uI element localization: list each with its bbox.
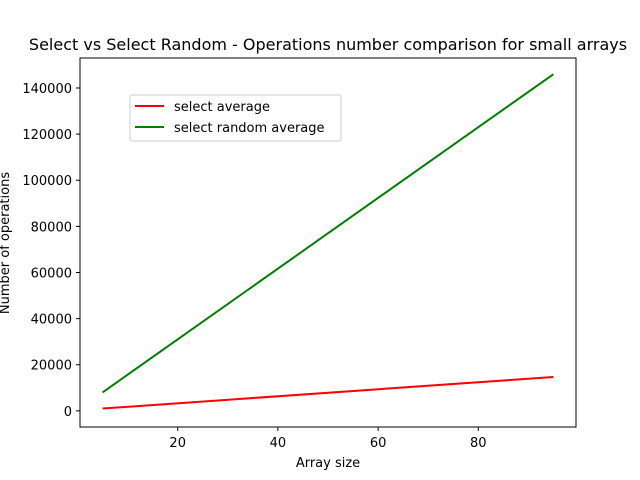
y-tick-label: 0 xyxy=(64,405,72,420)
y-tick-label: 80000 xyxy=(31,220,72,235)
x-tick-label: 40 xyxy=(270,436,287,451)
axes-frame xyxy=(79,57,577,428)
legend-label-2: select random average xyxy=(174,121,325,136)
x-axis-label: Array size xyxy=(296,456,360,471)
chart-title: Select vs Select Random - Operations num… xyxy=(29,35,627,54)
series-line-1 xyxy=(102,375,554,410)
plot-area xyxy=(79,57,577,428)
y-tick-label: 100000 xyxy=(22,174,72,189)
series-line-2 xyxy=(101,73,555,394)
axis-ticks: 20 40 60 80 0 20000 40000 60000 80000 100000 12000… xyxy=(22,82,486,451)
legend-box xyxy=(129,94,342,142)
y-tick-label: 60000 xyxy=(31,266,72,281)
y-axis-label: Number of operations xyxy=(0,172,13,314)
legend: select average select random average xyxy=(129,94,342,142)
legend-label-1: select average xyxy=(174,100,270,115)
x-tick-label: 60 xyxy=(370,436,387,451)
y-tick-label: 40000 xyxy=(31,313,72,328)
x-tick-label: 20 xyxy=(169,436,186,451)
series-lines xyxy=(101,73,555,410)
y-tick-label: 20000 xyxy=(31,359,72,374)
y-tick-label: 140000 xyxy=(22,82,72,97)
x-tick-label: 80 xyxy=(470,436,487,451)
y-tick-label: 120000 xyxy=(22,128,72,143)
